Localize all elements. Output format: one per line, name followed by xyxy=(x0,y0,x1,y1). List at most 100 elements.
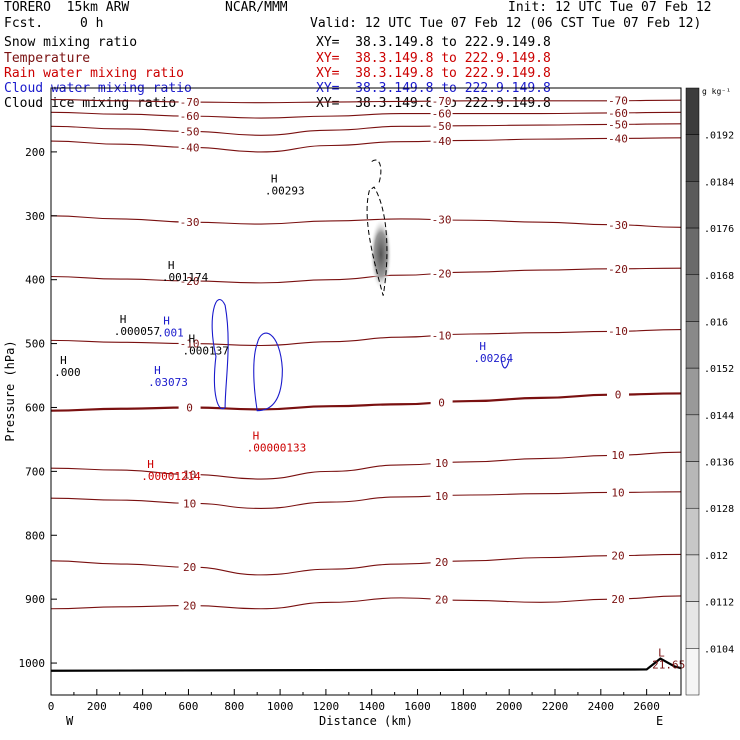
contour-label: -20 xyxy=(180,275,200,288)
contour-label: -10 xyxy=(180,338,200,351)
contour-label-bg xyxy=(607,486,629,498)
moisture-contours xyxy=(50,159,682,672)
temperature-contour xyxy=(50,595,682,610)
contour-label-bg xyxy=(430,107,453,119)
contour-label: 0 xyxy=(438,396,445,409)
x-axis: 0 200 400 600 800 1000 1200 1400 1600 1800 2000 220… xyxy=(48,689,671,713)
contour-label-bg xyxy=(430,95,453,107)
contour-label: -40 xyxy=(180,141,200,154)
contour-label-bg xyxy=(430,329,453,341)
contour-label: 20 xyxy=(435,556,448,569)
y-tick-label: 800 xyxy=(25,529,45,542)
forecast-label: Fcst. xyxy=(4,16,44,31)
contour-label-bg xyxy=(178,401,201,413)
contour-label: -60 xyxy=(180,110,200,123)
contour-label: -30 xyxy=(432,214,452,227)
contour-label: -10 xyxy=(608,325,628,338)
temperature-contour xyxy=(50,98,682,104)
extremum-marker: H xyxy=(271,173,278,186)
extremum-marker: H xyxy=(163,314,170,327)
temperature-contours: -70 -70 -70-60 -60 -60-50 -50 -50-40 -40 -40-30-… xyxy=(50,94,682,613)
x-tick-label: 800 xyxy=(224,700,244,713)
contour-label-bg xyxy=(607,94,629,106)
contour-label-bg xyxy=(178,468,201,480)
x-tick-label: 1600 xyxy=(404,700,431,713)
y-tick-label: 400 xyxy=(25,274,45,287)
contour-label-bg xyxy=(178,599,201,611)
temperature-contour xyxy=(50,137,682,153)
temperature-contour xyxy=(50,553,682,576)
extremum-marker: H xyxy=(188,332,195,345)
contour-label-bg xyxy=(430,489,453,501)
contour-label: 10 xyxy=(435,490,448,503)
contour-label: -20 xyxy=(608,263,628,276)
x-left-end-label: W xyxy=(66,714,74,728)
y-tick-label: 500 xyxy=(25,338,45,351)
field-xy-cloud-ice: XY= 38.3.149.8 to 222.9.149.8 xyxy=(316,96,551,111)
extremum-value: .00000133 xyxy=(247,441,307,454)
temperature-contour xyxy=(50,267,682,284)
contour-label-bg xyxy=(607,262,629,274)
contour-label: 20 xyxy=(435,593,448,606)
field-name-cloud-ice: Cloud ice mixing ratio xyxy=(4,96,177,111)
x-tick-label: 2000 xyxy=(496,700,523,713)
contour-label: -50 xyxy=(432,120,452,133)
extremum-value: .000 xyxy=(54,366,81,379)
x-tick-label: 0 xyxy=(48,700,55,713)
y-tick-label: 700 xyxy=(25,465,45,478)
field-xy-temperature: XY= 38.3.149.8 to 222.9.149.8 xyxy=(316,51,551,66)
extremum-marker: H xyxy=(253,429,260,442)
contour-label: 0 xyxy=(615,389,622,402)
contour-label-bg xyxy=(178,561,201,573)
temperature-contour xyxy=(50,123,682,136)
contour-label: -70 xyxy=(608,95,628,108)
extremum-value: .000137 xyxy=(182,344,228,357)
extremum-marker: L xyxy=(658,647,665,660)
contour-label-bg xyxy=(607,449,629,461)
model-title: TORERO 15km ARW xyxy=(4,0,130,15)
forecast-value: 0 h xyxy=(80,16,104,31)
x-tick-label: 400 xyxy=(133,700,153,713)
contour-label: -50 xyxy=(180,125,200,138)
contour-label: 10 xyxy=(183,497,196,510)
field-name-rain: Rain water mixing ratio xyxy=(4,66,185,81)
x-tick-label: 1400 xyxy=(358,700,385,713)
contour-label-bg xyxy=(607,592,629,604)
contour-label: -60 xyxy=(432,108,452,121)
contour-label: 20 xyxy=(183,561,196,574)
contour-label-bg xyxy=(178,110,201,122)
init-time: Init: 12 UTC Tue 07 Feb 12 xyxy=(508,0,712,15)
extremum-value: .00001214 xyxy=(141,470,201,483)
plot-frame xyxy=(50,87,682,696)
contour-label: 10 xyxy=(611,449,624,462)
contour-label: 10 xyxy=(435,457,448,470)
x-tick-label: 1200 xyxy=(313,700,340,713)
contour-label-bg xyxy=(430,593,453,605)
extremum-value: 21.65 xyxy=(652,659,685,672)
y-tick-label: 1000 xyxy=(19,657,46,670)
x-tick-label: 2600 xyxy=(633,700,660,713)
field-xy-rain: XY= 38.3.149.8 to 222.9.149.8 xyxy=(316,66,551,81)
cloud-water-contour xyxy=(211,298,229,410)
contour-label-bg xyxy=(430,134,453,146)
extremum-marker: H xyxy=(479,340,486,353)
y-tick-label: 300 xyxy=(25,210,45,223)
y-tick-label: 900 xyxy=(25,593,45,606)
contour-label: -70 xyxy=(180,96,200,109)
extremum-value: .000057 xyxy=(114,325,160,338)
temperature-contour xyxy=(50,215,682,228)
contour-label-bg xyxy=(178,141,201,153)
contour-label-bg xyxy=(430,119,453,131)
contour-label: -40 xyxy=(432,135,452,148)
contour-label: 10 xyxy=(183,468,196,481)
contour-label: 10 xyxy=(611,486,624,499)
temperature-contour xyxy=(50,451,682,480)
contour-label-bg xyxy=(607,218,629,230)
temperature-contour xyxy=(50,392,682,412)
extremum-marker: H xyxy=(147,458,154,471)
contour-label-bg xyxy=(430,457,453,469)
contour-label: 20 xyxy=(611,550,624,563)
extremum-value: .001174 xyxy=(162,271,209,284)
temperature-contour xyxy=(50,491,682,509)
